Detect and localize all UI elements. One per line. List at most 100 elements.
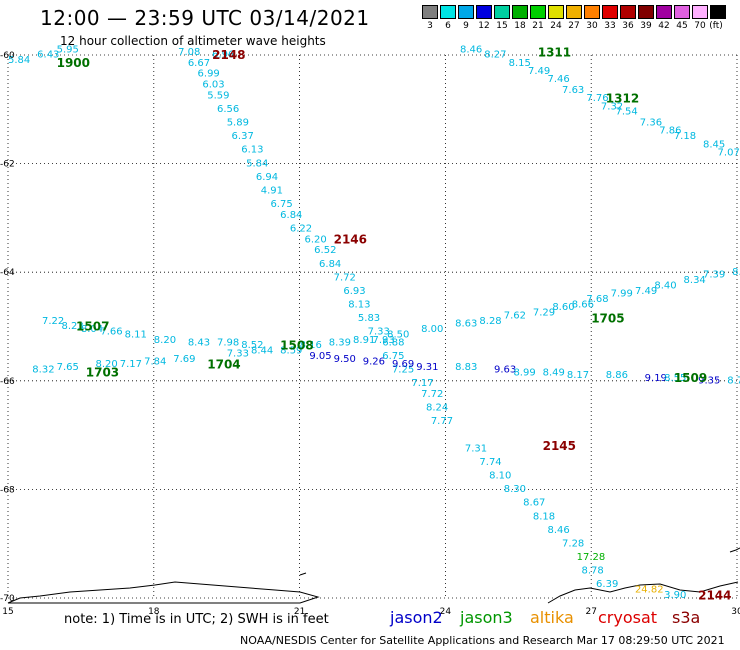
swh-value: 8.78 — [581, 566, 603, 577]
swh-value: 7.39 — [703, 270, 725, 281]
swh-value: 9.69 — [392, 359, 414, 370]
swh-value: 6.84 — [280, 210, 302, 221]
swh-value: 8.13 — [348, 299, 370, 310]
swh-value: 7.65 — [57, 362, 79, 373]
legend-label: 9 — [463, 21, 469, 31]
y-tick-label: -68 — [0, 485, 15, 495]
y-tick-label: -66 — [0, 377, 15, 387]
swh-value: 6.84 — [319, 259, 341, 270]
swh-value: 17.28 — [577, 552, 606, 563]
swh-value: 8.23 — [61, 321, 83, 332]
swh-value: 7.33 — [227, 348, 249, 359]
x-tick-label: 24 — [440, 607, 452, 617]
swh-value: 8.91 — [353, 335, 375, 346]
swh-value: 7.84 — [144, 357, 166, 368]
legend-label: 70 — [694, 21, 706, 31]
time-label: 2145 — [543, 439, 576, 453]
swh-value: 7.68 — [586, 294, 608, 305]
time-label: 1312 — [606, 91, 639, 105]
swh-value: 7.77 — [431, 416, 453, 427]
legend-swatch — [674, 5, 690, 19]
swh-value: 9.63 — [494, 365, 516, 376]
legend-label: 36 — [622, 21, 634, 31]
time-label: 1704 — [207, 358, 240, 372]
swh-value: 8.43 — [188, 338, 210, 349]
satellite-label: cryosat — [598, 608, 658, 627]
legend-swatch — [566, 5, 582, 19]
x-tick-label: 30 — [731, 607, 740, 617]
legend-label: 45 — [676, 21, 688, 31]
swh-value: 8.46 — [460, 44, 482, 55]
swh-value: 6.93 — [343, 286, 365, 297]
swh-value: 6.43 — [37, 50, 59, 61]
swh-value: 6.37 — [232, 131, 254, 142]
swh-value: 7.17 — [411, 378, 433, 389]
swh-value: 8.24 — [426, 403, 448, 414]
swh-value: 8.55 — [664, 373, 686, 384]
y-tick-label: -62 — [0, 160, 15, 170]
swh-value: 8.28 — [479, 316, 501, 327]
legend-label: 30 — [586, 21, 598, 31]
swh-value: 8.34 — [684, 275, 706, 286]
swh-value: 7.66 — [100, 327, 122, 338]
satellite-label: s3a — [672, 608, 701, 627]
swh-value: 7.07 — [718, 147, 740, 158]
swh-value: 8.27 — [484, 50, 506, 61]
legend-swatch — [584, 5, 600, 19]
legend-label: 27 — [568, 21, 580, 31]
swh-value: 8.01 — [732, 267, 740, 278]
time-label: 1508 — [280, 339, 313, 353]
legend-swatch — [638, 5, 654, 19]
swh-value: 7.36 — [640, 118, 662, 129]
swh-points: 7.08 6.966.676.996.035.59 6.56 5.89 6.37 6.13… — [8, 44, 740, 602]
note-text: note: 1) Time is in UTC; 2) SWH is in fe… — [64, 612, 329, 627]
axis-ticks: 15 18 21 24 27 30 -60 -62 -64 -66 -68 -70 — [0, 51, 740, 617]
swh-value: 7.74 — [479, 457, 501, 468]
y-tick-label: -64 — [0, 268, 15, 278]
swh-value: 7.49 — [528, 66, 550, 77]
swh-value: 6.75 — [270, 199, 292, 210]
swh-value: 8.40 — [654, 280, 676, 291]
legend-swatch — [476, 5, 492, 19]
swh-value: 9.26 — [363, 357, 385, 368]
swh-value: 8.67 — [523, 498, 545, 509]
swh-value: 8.04 — [81, 324, 103, 335]
swh-value: 8.66 — [572, 299, 594, 310]
swh-value: 7.72 — [421, 389, 443, 400]
swh-value: 8.45 — [703, 139, 725, 150]
time-label: 1900 — [57, 56, 90, 70]
swh-value: 8.18 — [533, 511, 555, 522]
legend-label: 18 — [514, 21, 526, 31]
swh-value: 8.50 — [387, 329, 409, 340]
x-tick-label: 21 — [294, 607, 305, 617]
swh-value: 6.96 — [212, 50, 234, 61]
swh-value: 8.52 — [241, 340, 263, 351]
swh-value: 6.39 — [596, 579, 618, 590]
swh-value: 8.46 — [547, 525, 569, 536]
swh-value: 8.44 — [251, 346, 273, 357]
time-label: 2146 — [334, 233, 367, 247]
swh-value: 5.84 — [246, 158, 268, 169]
legend-label: 21 — [532, 21, 544, 31]
legend-label: 39 — [640, 21, 652, 31]
swh-value: 5.89 — [227, 118, 249, 129]
swh-value: 6.20 — [304, 234, 326, 245]
swh-value: 8.77 — [727, 376, 740, 387]
swh-value: 5.84 — [8, 55, 30, 66]
swh-value: 6.56 — [217, 104, 239, 115]
time-label: 1703 — [86, 366, 119, 380]
swh-value: 7.17 — [120, 359, 142, 370]
swh-value: 9.35 — [698, 376, 720, 387]
swh-value: 7.28 — [562, 538, 584, 549]
swh-value: 8.30 — [504, 484, 526, 495]
swh-value: 9.19 — [645, 373, 667, 384]
swh-value: 8.39 — [329, 338, 351, 349]
map-grid — [7, 54, 738, 599]
swh-value: 9.05 — [309, 351, 331, 362]
swh-value: 7.08 — [178, 47, 200, 58]
swh-value: 4.91 — [261, 185, 283, 196]
y-tick-label: -70 — [0, 594, 15, 604]
legend-swatch — [494, 5, 510, 19]
footer-credit: NOAA/NESDIS Center for Satellite Applica… — [240, 634, 725, 647]
